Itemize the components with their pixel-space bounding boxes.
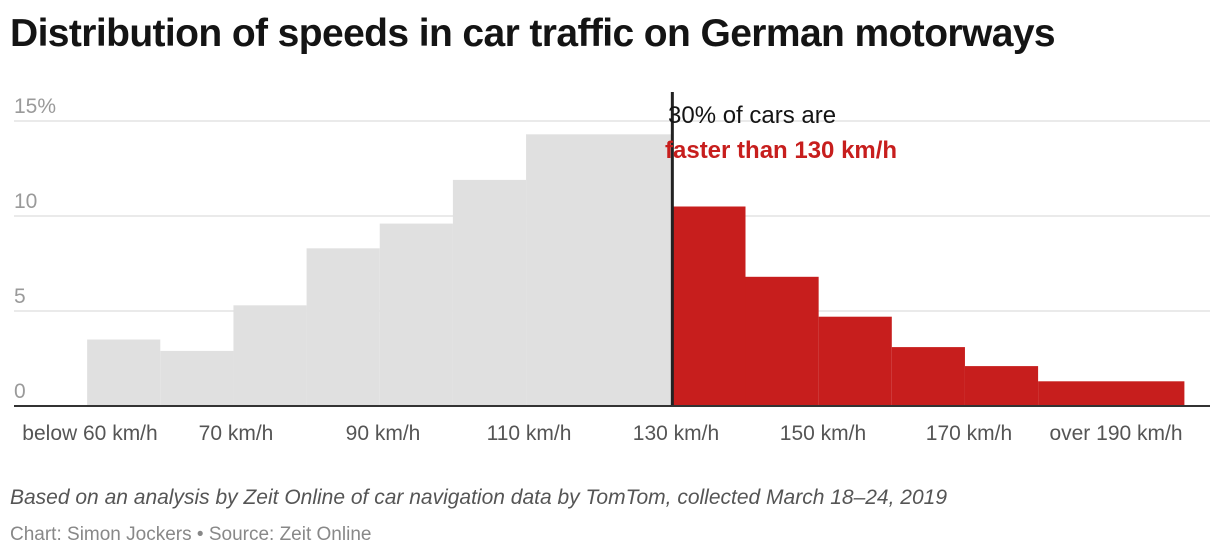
histogram-bar [379,223,453,406]
x-tick-label: 170 km/h [926,422,1012,445]
chart-plot: 0 5 10 15% below 60 km/h 70 km/h 90 km/h 110 k… [14,92,1210,445]
histogram-bars [87,134,1185,407]
histogram-bar [818,316,892,406]
histogram-bar [745,276,819,406]
annotation-line-2: faster than 130 km/h [665,137,897,164]
y-axis-ticks: 0 5 10 15% [14,95,56,403]
chart-note: Based on an analysis by Zeit Online of c… [10,486,948,509]
x-tick-label: 130 km/h [633,422,719,445]
x-tick-label: 90 km/h [346,422,421,445]
y-tick-label: 0 [14,380,26,403]
x-tick-label: 150 km/h [780,422,866,445]
histogram-bar [1038,381,1185,406]
x-tick-label: 70 km/h [199,422,274,445]
histogram-bar [306,248,380,406]
x-tick-label: below 60 km/h [22,422,157,445]
chart-credit: Chart: Simon Jockers • Source: Zeit Onli… [10,524,372,545]
histogram-bar [891,347,965,406]
x-tick-label: 110 km/h [487,422,572,445]
histogram-bar [233,305,307,406]
histogram-bar [672,206,746,406]
y-tick-label: 5 [14,285,26,308]
histogram-bar [526,134,673,407]
histogram-bar [964,366,1039,406]
y-tick-label: 10 [14,190,37,213]
annotation-line-1: 30% of cars are [668,102,836,129]
histogram-bar [87,339,161,406]
x-tick-label: over 190 km/h [1049,422,1182,445]
chart-title: Distribution of speeds in car traffic on… [10,12,1056,55]
y-tick-label: 15% [14,95,56,118]
histogram-bar [452,179,527,406]
x-axis-ticks: below 60 km/h 70 km/h 90 km/h 110 km/h 130 k… [22,422,1182,445]
histogram-bar [160,350,234,406]
